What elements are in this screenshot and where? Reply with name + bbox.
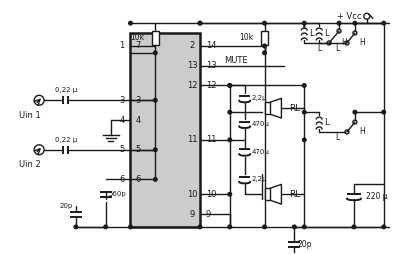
Bar [265, 102, 270, 114]
Text: 5: 5 [136, 145, 141, 154]
Circle shape [382, 21, 386, 25]
Circle shape [292, 225, 296, 229]
Text: Uin 1: Uin 1 [19, 111, 41, 120]
Text: H: H [359, 128, 365, 136]
Bar [265, 188, 270, 200]
Circle shape [302, 21, 306, 25]
Circle shape [337, 21, 341, 25]
Text: 10k: 10k [130, 34, 144, 42]
Bar [130, 33, 200, 227]
Circle shape [382, 110, 386, 114]
Text: 7: 7 [136, 41, 141, 50]
Text: 12: 12 [206, 81, 216, 90]
Circle shape [302, 84, 306, 87]
Circle shape [198, 225, 202, 229]
Text: RL: RL [289, 104, 301, 113]
Text: 3: 3 [119, 96, 124, 105]
Text: MUTE: MUTE [224, 56, 248, 65]
Text: L: L [309, 28, 314, 38]
Text: 9: 9 [206, 210, 211, 218]
Text: 470μ: 470μ [252, 149, 270, 155]
Text: 12: 12 [187, 81, 197, 90]
Text: 6: 6 [136, 175, 141, 184]
Circle shape [104, 225, 108, 229]
Text: 4: 4 [136, 116, 141, 124]
Circle shape [228, 84, 232, 87]
Circle shape [74, 225, 78, 229]
Circle shape [129, 21, 132, 25]
Circle shape [228, 225, 232, 229]
Text: 0,22 μ: 0,22 μ [55, 87, 77, 93]
Text: 560p: 560p [109, 191, 126, 197]
Circle shape [129, 225, 132, 229]
Text: 0,22 μ: 0,22 μ [55, 137, 77, 143]
Circle shape [263, 21, 266, 25]
Circle shape [353, 110, 357, 114]
Text: 4: 4 [119, 116, 124, 124]
Text: H: H [341, 38, 347, 47]
Bar [261, 31, 268, 45]
Circle shape [154, 148, 157, 152]
Text: + Vcc: + Vcc [337, 12, 362, 21]
Text: H: H [359, 38, 365, 47]
Text: L: L [324, 118, 329, 126]
Circle shape [154, 51, 157, 55]
Text: 2,2μ: 2,2μ [252, 95, 267, 101]
Circle shape [302, 110, 306, 114]
Text: L: L [324, 28, 329, 38]
Text: 11: 11 [187, 135, 197, 144]
Text: 20p: 20p [60, 203, 73, 209]
Text: 470μ: 470μ [252, 121, 270, 127]
Text: 13: 13 [206, 61, 216, 70]
Circle shape [353, 21, 357, 25]
Text: 1: 1 [119, 41, 124, 50]
Text: 220 μ: 220 μ [366, 192, 388, 201]
Bar [152, 31, 159, 45]
Text: 13: 13 [187, 61, 197, 70]
Text: Uin 2: Uin 2 [19, 160, 41, 169]
Circle shape [198, 21, 202, 25]
Circle shape [263, 51, 266, 55]
Text: 9: 9 [190, 210, 195, 218]
Text: 10: 10 [187, 190, 197, 199]
Circle shape [302, 225, 306, 229]
Text: 3: 3 [136, 96, 141, 105]
Text: 10k: 10k [240, 34, 254, 42]
Circle shape [228, 193, 232, 196]
Circle shape [263, 225, 266, 229]
Text: L: L [335, 44, 339, 53]
Circle shape [154, 99, 157, 102]
Text: RL: RL [289, 190, 301, 199]
Text: L: L [317, 44, 321, 53]
Circle shape [263, 44, 266, 48]
Text: 11: 11 [206, 135, 216, 144]
Text: 5: 5 [119, 145, 124, 154]
Circle shape [198, 21, 202, 25]
Text: 2,2μ: 2,2μ [252, 177, 267, 182]
Circle shape [228, 138, 232, 142]
Circle shape [382, 225, 386, 229]
Circle shape [352, 225, 356, 229]
Text: L: L [335, 133, 339, 142]
Text: 14: 14 [206, 41, 216, 50]
Text: 2: 2 [190, 41, 195, 50]
Text: 20p: 20p [297, 240, 312, 249]
Text: 6: 6 [119, 175, 124, 184]
Circle shape [154, 178, 157, 181]
Text: 10: 10 [206, 190, 216, 199]
Circle shape [302, 138, 306, 142]
Circle shape [228, 110, 232, 114]
Circle shape [228, 84, 232, 87]
